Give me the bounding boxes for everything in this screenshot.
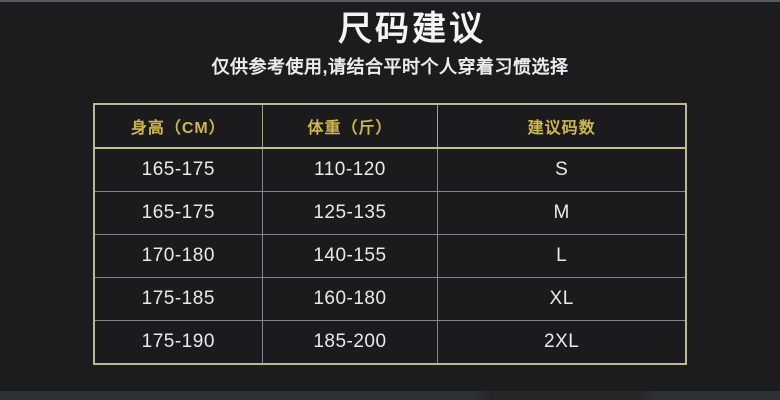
header-cell-weight: 体重（斤） [263,105,439,147]
size-cell: M [553,202,570,223]
weight-cell: 110-120 [263,149,439,191]
weight-cell: 160-180 [263,278,439,320]
weight-cell: 125-135 [263,192,439,234]
size-cell: XL [549,288,574,309]
size-table: 身高（CM） 体重（斤） 建议码数 165-175 110-120 S 165-… [93,103,687,365]
height-cell: 165-175 [95,192,263,234]
table-row: 175-190 185-200 2XL [95,321,685,363]
header-cell-height: 身高（CM） [95,105,263,147]
size-cell: 2XL [544,331,580,352]
table-row: 175-185 160-180 XL [95,278,685,321]
weight-cell: 140-155 [263,235,439,277]
header-cell-size: 建议码数 [527,120,596,137]
height-cell: 165-175 [95,149,263,191]
table-row: 165-175 125-135 M [95,192,685,235]
bottom-edge-strip [0,391,780,400]
page-subtitle: 仅供参考使用,请结合平时个人穿着习惯选择 [211,57,569,77]
size-cell: L [556,245,568,266]
height-cell: 175-185 [95,278,263,320]
table-row: 165-175 110-120 S [95,149,685,192]
height-cell: 175-190 [95,321,263,363]
table-body: 165-175 110-120 S 165-175 125-135 M 170-… [95,149,685,363]
top-edge-line [0,0,780,2]
weight-cell: 185-200 [263,321,439,363]
size-cell: S [555,159,569,180]
height-cell: 170-180 [95,235,263,277]
page-title: 尺码建议 [338,10,486,48]
table-header-row: 身高（CM） 体重（斤） 建议码数 [95,105,685,149]
table-row: 170-180 140-155 L [95,235,685,278]
